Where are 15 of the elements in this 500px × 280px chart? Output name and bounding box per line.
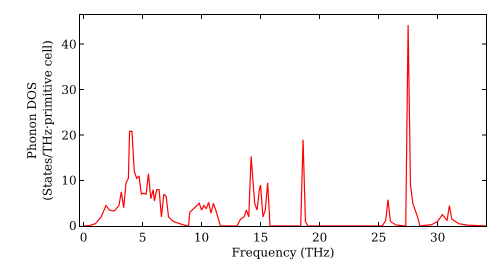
x-tick-label: 5	[138, 230, 146, 244]
y-axis-title: Phonon DOS (States/THz·primitive cell)	[25, 40, 55, 201]
y-tick-label: 10	[61, 174, 77, 188]
x-tick-label: 10	[194, 230, 210, 244]
y-tick-label: 40	[61, 37, 77, 52]
x-axis-title: Frequency (THz)	[232, 245, 334, 260]
x-tick-label: 25	[370, 230, 386, 244]
y-tick-label: 0	[68, 219, 77, 234]
y-tick-label: 20	[61, 128, 77, 142]
line-series	[82, 24, 486, 226]
x-tick-label: 30	[430, 230, 446, 244]
x-tick-label: 20	[312, 230, 328, 244]
x-tick-label: 0	[80, 230, 88, 244]
x-tick-label: 15	[252, 230, 268, 244]
y-tick-label: 30	[61, 82, 77, 97]
